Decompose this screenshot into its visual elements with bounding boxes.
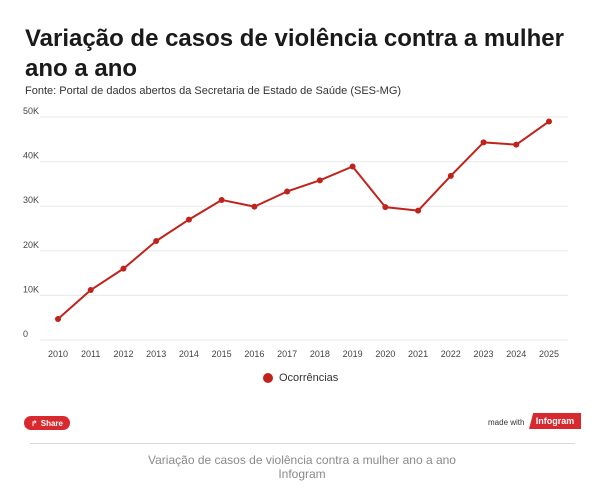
- caption-title: Variação de casos de violência contra a …: [148, 453, 456, 467]
- data-point: [153, 237, 160, 244]
- chart-source: Fonte: Portal de dados abertos da Secret…: [25, 85, 402, 97]
- y-tick-label: 10K: [23, 284, 39, 294]
- data-point: [87, 287, 94, 294]
- x-tick-label: 2022: [441, 349, 461, 359]
- made-with-text: made with: [488, 418, 525, 427]
- chart-legend[interactable]: Ocorrências: [263, 372, 338, 384]
- y-tick-label: 0: [23, 329, 28, 339]
- series-line: [57, 120, 550, 320]
- legend-label: Ocorrências: [279, 372, 339, 384]
- y-tick-label: 40K: [23, 151, 39, 161]
- x-tick-label: 2018: [310, 349, 330, 359]
- x-tick-label: 2023: [474, 349, 494, 359]
- data-point: [284, 188, 291, 195]
- x-tick-label: 2013: [146, 349, 166, 359]
- legend-marker: [263, 373, 273, 383]
- x-tick-label: 2015: [212, 349, 232, 359]
- data-point: [185, 216, 192, 223]
- data-point: [513, 141, 520, 148]
- share-button[interactable]: ↱ Share: [24, 416, 70, 430]
- share-label: Share: [40, 418, 63, 428]
- x-tick-label: 2011: [81, 349, 100, 359]
- data-point: [251, 203, 258, 210]
- x-tick-label: 2021: [408, 349, 428, 359]
- x-tick-label: 2016: [244, 349, 264, 359]
- data-point: [546, 118, 552, 125]
- x-tick-label: 2020: [375, 349, 395, 359]
- infogram-logo[interactable]: Infogram: [529, 413, 581, 429]
- x-tick-label: 2019: [343, 349, 363, 359]
- data-point: [349, 163, 356, 170]
- y-tick-label: 30K: [23, 195, 39, 205]
- data-point: [55, 316, 61, 323]
- x-tick-label: 2014: [179, 349, 199, 359]
- data-point: [480, 139, 487, 146]
- x-tick-label: 2024: [506, 349, 526, 359]
- data-point: [447, 172, 454, 179]
- y-tick-label: 20K: [23, 240, 39, 250]
- x-tick-label: 2012: [113, 349, 133, 359]
- x-tick-label: 2010: [48, 349, 68, 359]
- x-tick-label: 2025: [539, 349, 559, 359]
- data-point: [382, 204, 389, 211]
- share-icon: ↱: [31, 418, 38, 428]
- chart-title: Variação de casos de violência contra a …: [25, 25, 564, 82]
- y-tick-label: 50K: [23, 106, 39, 116]
- data-point: [415, 207, 422, 214]
- data-point: [218, 196, 225, 203]
- x-tick-label: 2017: [277, 349, 297, 359]
- data-point: [120, 265, 127, 272]
- caption-brand: Infogram: [278, 467, 326, 481]
- data-point: [316, 177, 323, 184]
- caption: Variação de casos de violência contra a …: [0, 453, 596, 481]
- line-chart: 0 10K 20K 30K 40K 50K 2010 2011 2012 2013 2014 2015…: [23, 106, 568, 359]
- footer-divider: [30, 443, 575, 444]
